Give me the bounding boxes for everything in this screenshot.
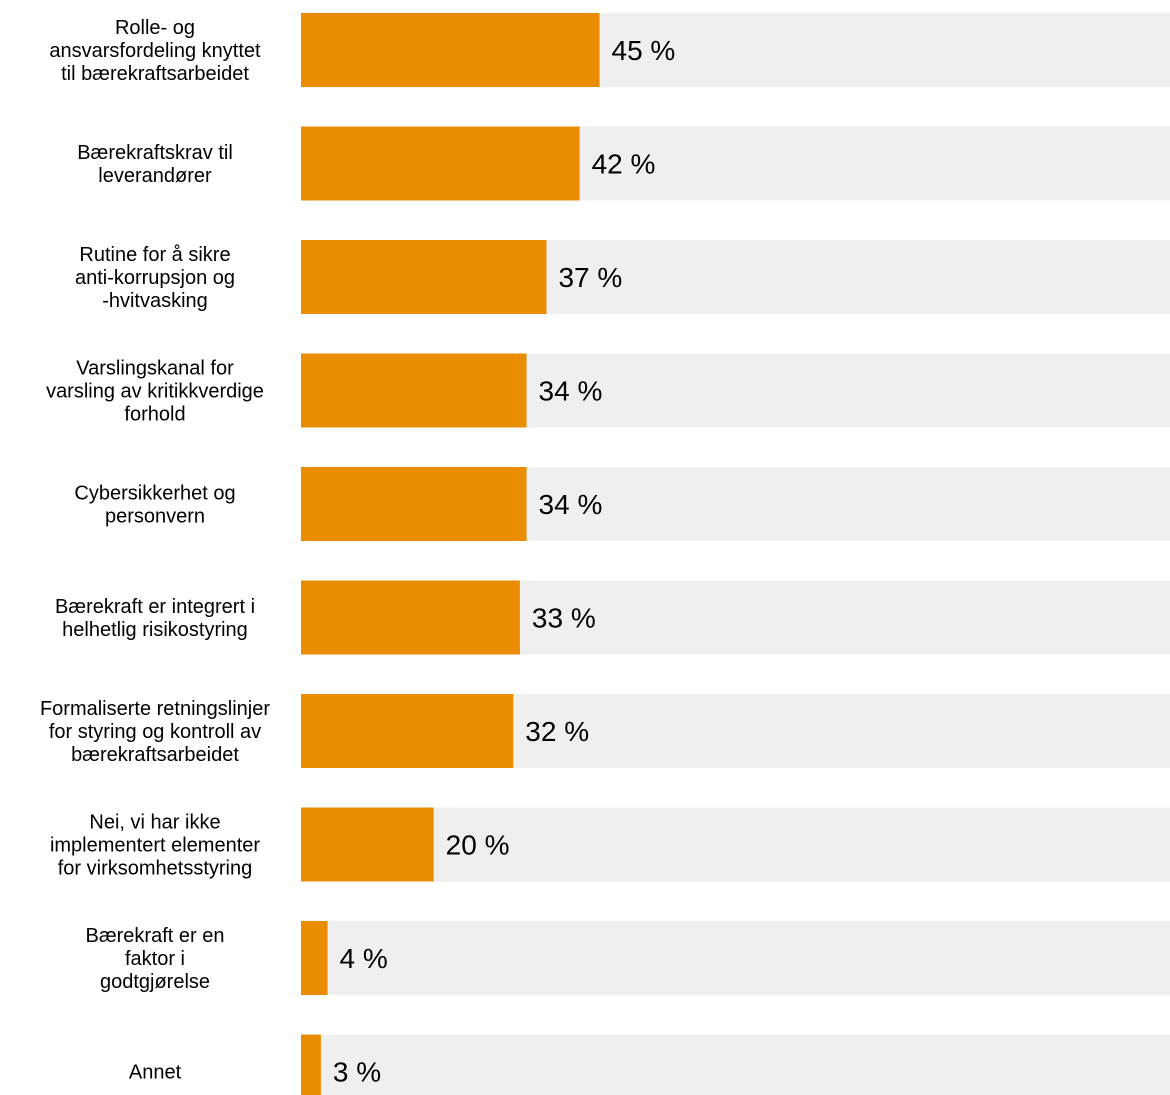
bar (301, 126, 580, 201)
bar (301, 807, 434, 882)
bar-row: 34 % Varslingskanal for varsling av kritik… (46, 353, 1170, 428)
category-label-line: anti-korrupsjon og (75, 267, 235, 289)
category-label-line: ansvarsfordeling knyttet (49, 40, 261, 62)
category-label-line: Nei, vi har ikke (89, 812, 220, 834)
bar-row: 32 % Formaliserte retningslinjer for styri… (40, 694, 1170, 768)
category-label: Formaliserte retningslinjer for styring o… (40, 698, 270, 766)
category-label-line: Bærekraftskrav til (77, 142, 233, 164)
bar-value-label: 4 % (340, 943, 388, 974)
bar-row: 42 % Bærekraftskrav til leverandører (77, 126, 1170, 201)
bar (301, 353, 527, 428)
category-label-line: Bærekraft er en (86, 925, 225, 947)
bar (301, 694, 514, 768)
category-label: Varslingskanal for varsling av kritikkver… (46, 358, 264, 426)
category-label-line: for styring og kontroll av (49, 721, 261, 743)
category-label-line: Rolle- og (115, 17, 195, 39)
category-label-line: bærekraftsarbeidet (71, 744, 239, 766)
bar-value-label: 34 % (539, 489, 603, 520)
bar-row: 20 % Nei, vi har ikke implementert element… (50, 807, 1170, 882)
category-label-line: Cybersikkerhet og (74, 483, 235, 505)
category-label: Annet (129, 1062, 182, 1084)
category-label-line: helhetlig risikostyring (62, 619, 248, 641)
bar-row: 3 % Annet (129, 1034, 1170, 1095)
bar (301, 1034, 321, 1095)
bar (301, 467, 527, 541)
bar-row: 33 % Bærekraft er integrert i helhetlig ri… (55, 580, 1170, 655)
category-label-line: for virksomhetsstyring (58, 858, 253, 880)
category-label: Bærekraft er en faktor i godtgjørelse (86, 925, 225, 993)
bar (301, 13, 600, 87)
category-label-line: Rutine for å sikre (79, 244, 230, 266)
bar-track (301, 807, 1170, 882)
category-label-line: Varslingskanal for (76, 358, 234, 380)
category-label-line: varsling av kritikkverdige (46, 381, 264, 403)
bar-track (301, 1034, 1170, 1095)
bar-value-label: 45 % (612, 35, 676, 66)
category-label-line: Annet (129, 1062, 182, 1084)
bar-value-label: 34 % (539, 376, 603, 407)
bar-value-label: 42 % (592, 149, 656, 180)
category-label-line: personvern (105, 506, 205, 528)
category-label: Rutine for å sikre anti-korrupsjon og -hvi… (75, 244, 235, 312)
bar-value-label: 32 % (525, 716, 589, 747)
bar (301, 240, 547, 314)
category-label-line: Formaliserte retningslinjer (40, 698, 270, 720)
category-label: Cybersikkerhet og personvern (74, 483, 235, 528)
bar-row: 34 % Cybersikkerhet og personvern (74, 467, 1170, 541)
category-label-line: til bærekraftsarbeidet (61, 63, 249, 85)
category-label: Rolle- og ansvarsfordeling knyttet til bær… (49, 17, 261, 85)
bar-row: 4 % Bærekraft er en faktor i godtgjørelse (86, 921, 1170, 995)
bar-value-label: 20 % (446, 830, 510, 861)
category-label-line: implementert elementer (50, 835, 260, 857)
bar-row: 37 % Rutine for å sikre anti-korrupsjon og… (75, 240, 1170, 314)
bar-value-label: 3 % (333, 1057, 381, 1088)
bar (301, 921, 328, 995)
bar-track (301, 921, 1170, 995)
category-label-line: godtgjørelse (100, 971, 210, 993)
category-label: Bærekraft er integrert i helhetlig risiko… (55, 596, 255, 641)
category-label-line: Bærekraft er integrert i (55, 596, 255, 618)
bar-row: 45 % Rolle- og ansvarsfordeling knyttet til… (49, 13, 1170, 87)
category-label: Nei, vi har ikke implementert elementer fo… (50, 812, 260, 880)
category-label: Bærekraftskrav til leverandører (77, 142, 233, 187)
category-label-line: -hvitvasking (102, 290, 208, 312)
bar-value-label: 37 % (558, 262, 622, 293)
category-label-line: forhold (124, 404, 185, 426)
category-label-line: faktor i (125, 948, 185, 970)
bar (301, 580, 520, 655)
category-label-line: leverandører (98, 165, 212, 187)
bar-value-label: 33 % (532, 603, 596, 634)
